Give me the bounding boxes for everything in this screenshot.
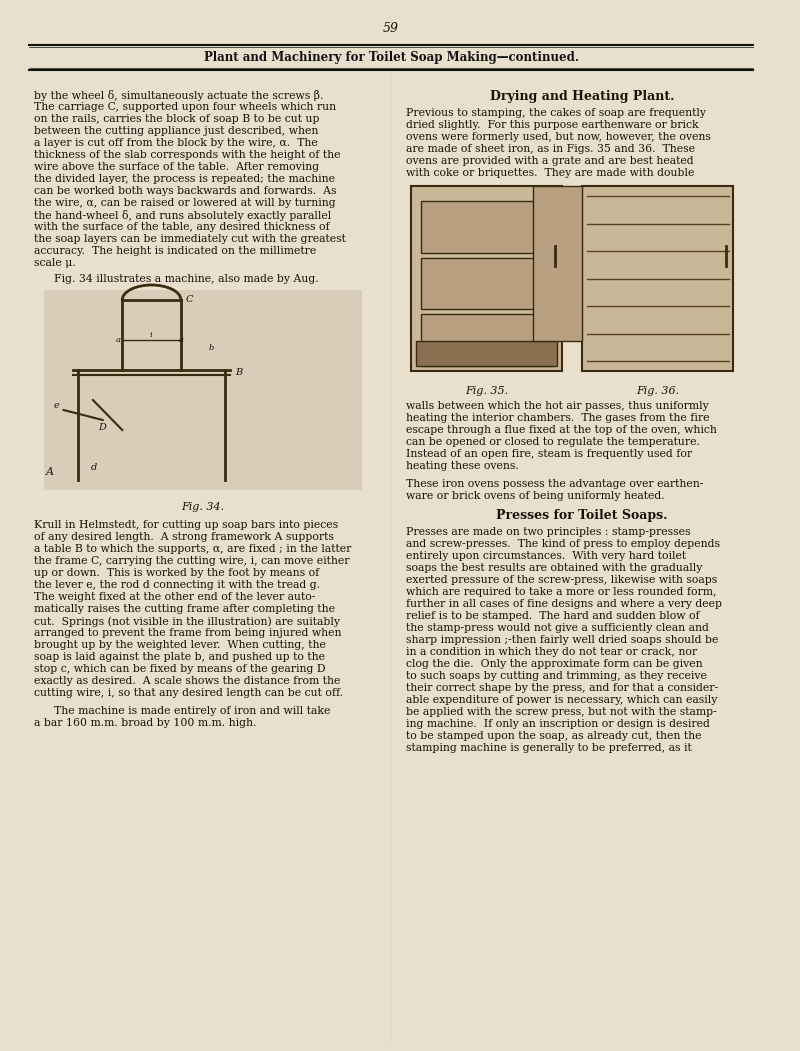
Text: arranged to prevent the frame from being injured when: arranged to prevent the frame from being… — [34, 628, 342, 638]
Text: Previous to stamping, the cakes of soap are frequently: Previous to stamping, the cakes of soap … — [406, 108, 706, 118]
Text: in a condition in which they do not tear or crack, nor: in a condition in which they do not tear… — [406, 647, 697, 657]
Text: relief is to be stamped.  The hard and sudden blow of: relief is to be stamped. The hard and su… — [406, 611, 699, 621]
Text: to be stamped upon the soap, as already cut, then the: to be stamped upon the soap, as already … — [406, 731, 702, 741]
Text: Krull in Helmstedt, for cutting up soap bars into pieces: Krull in Helmstedt, for cutting up soap … — [34, 520, 338, 530]
Text: escape through a flue fixed at the top of the oven, which: escape through a flue fixed at the top o… — [406, 425, 717, 435]
Text: exerted pressure of the screw-press, likewise with soaps: exerted pressure of the screw-press, lik… — [406, 575, 717, 585]
Text: Drying and Heating Plant.: Drying and Heating Plant. — [490, 90, 674, 103]
Text: Presses for Toilet Soaps.: Presses for Toilet Soaps. — [496, 509, 668, 522]
Text: A: A — [46, 467, 54, 477]
Text: the soap layers can be immediately cut with the greatest: the soap layers can be immediately cut w… — [34, 234, 346, 244]
Text: the frame C, carrying the cutting wire, i, can move either: the frame C, carrying the cutting wire, … — [34, 556, 350, 566]
Text: heating the interior chambers.  The gases from the fire: heating the interior chambers. The gases… — [406, 413, 710, 423]
Text: The weight fixed at the other end of the lever auto-: The weight fixed at the other end of the… — [34, 592, 316, 602]
Text: a: a — [115, 336, 121, 344]
Text: e: e — [54, 401, 59, 410]
Bar — [44, 290, 362, 490]
Bar — [416, 341, 558, 366]
Text: ovens are provided with a grate and are best heated: ovens are provided with a grate and are … — [406, 156, 694, 166]
Text: are made of sheet iron, as in Figs. 35 and 36.  These: are made of sheet iron, as in Figs. 35 a… — [406, 144, 695, 154]
Text: the divided layer, the process is repeated; the machine: the divided layer, the process is repeat… — [34, 174, 335, 184]
Text: 59: 59 — [383, 21, 399, 35]
Text: B: B — [234, 368, 242, 377]
Text: i: i — [150, 331, 152, 339]
Text: the wire, α, can be raised or lowered at will by turning: the wire, α, can be raised or lowered at… — [34, 198, 336, 208]
Text: ovens were formerly used, but now, however, the ovens: ovens were formerly used, but now, howev… — [406, 132, 710, 142]
Text: Fig. 34 illustrates a machine, also made by Aug.: Fig. 34 illustrates a machine, also made… — [54, 274, 318, 284]
Text: up or down.  This is worked by the foot by means of: up or down. This is worked by the foot b… — [34, 568, 319, 578]
Text: a table B to which the supports, α, are fixed ; in the latter: a table B to which the supports, α, are … — [34, 544, 352, 554]
Text: wire above the surface of the table.  After removing: wire above the surface of the table. Aft… — [34, 162, 319, 172]
Text: Fig. 36.: Fig. 36. — [636, 386, 679, 396]
Text: their correct shape by the press, and for that a consider-: their correct shape by the press, and fo… — [406, 683, 718, 693]
Text: the lever e, the rod d connecting it with the tread g.: the lever e, the rod d connecting it wit… — [34, 580, 320, 590]
Text: accuracy.  The height is indicated on the millimetre: accuracy. The height is indicated on the… — [34, 246, 317, 256]
Bar — [410, 186, 562, 371]
Text: soaps the best results are obtained with the gradually: soaps the best results are obtained with… — [406, 563, 702, 573]
Text: These iron ovens possess the advantage over earthen-: These iron ovens possess the advantage o… — [406, 479, 703, 489]
Text: ware or brick ovens of being uniformly heated.: ware or brick ovens of being uniformly h… — [406, 491, 665, 501]
Text: further in all cases of fine designs and where a very deep: further in all cases of fine designs and… — [406, 599, 722, 609]
Bar — [421, 257, 553, 309]
Text: and screw-presses.  The kind of press to employ depends: and screw-presses. The kind of press to … — [406, 539, 720, 549]
Text: the stamp-press would not give a sufficiently clean and: the stamp-press would not give a suffici… — [406, 623, 709, 633]
Text: The machine is made entirely of iron and will take: The machine is made entirely of iron and… — [54, 706, 330, 716]
Text: of any desired length.  A strong framework A supports: of any desired length. A strong framewor… — [34, 532, 334, 542]
Text: with coke or briquettes.  They are made with double: with coke or briquettes. They are made w… — [406, 168, 694, 178]
Text: ing machine.  If only an inscription or design is desired: ing machine. If only an inscription or d… — [406, 719, 710, 729]
Text: dried slightly.  For this purpose earthenware or brick: dried slightly. For this purpose earthen… — [406, 120, 698, 130]
Text: b: b — [208, 344, 214, 352]
Text: between the cutting appliance just described, when: between the cutting appliance just descr… — [34, 126, 318, 136]
Text: stop c, which can be fixed by means of the gearing D: stop c, which can be fixed by means of t… — [34, 664, 326, 674]
Text: which are required to take a more or less rounded form,: which are required to take a more or les… — [406, 588, 716, 597]
Text: scale μ.: scale μ. — [34, 257, 76, 268]
Text: a: a — [179, 336, 184, 344]
Text: by the wheel δ, simultaneously actuate the screws β.: by the wheel δ, simultaneously actuate t… — [34, 90, 324, 101]
Text: The carriage C, supported upon four wheels which run: The carriage C, supported upon four whee… — [34, 102, 336, 112]
Text: Plant and Machinery for Toilet Soap Making—continued.: Plant and Machinery for Toilet Soap Maki… — [204, 51, 578, 64]
Bar — [582, 186, 734, 371]
Text: heating these ovens.: heating these ovens. — [406, 461, 518, 471]
Text: be applied with the screw press, but not with the stamp-: be applied with the screw press, but not… — [406, 707, 717, 717]
Text: to such soaps by cutting and trimming, as they receive: to such soaps by cutting and trimming, a… — [406, 671, 706, 681]
Text: cut.  Springs (not visible in the illustration) are suitably: cut. Springs (not visible in the illustr… — [34, 616, 340, 626]
Text: can be opened or closed to regulate the temperature.: can be opened or closed to regulate the … — [406, 437, 700, 447]
Text: a bar 160 m.m. broad by 100 m.m. high.: a bar 160 m.m. broad by 100 m.m. high. — [34, 718, 257, 728]
Text: entirely upon circumstances.  With very hard toilet: entirely upon circumstances. With very h… — [406, 551, 686, 561]
Text: on the rails, carries the block of soap B to be cut up: on the rails, carries the block of soap … — [34, 114, 320, 124]
Text: a layer is cut off from the block by the wire, α.  The: a layer is cut off from the block by the… — [34, 138, 318, 148]
Text: the hand-wheel δ, and runs absolutely exactly parallel: the hand-wheel δ, and runs absolutely ex… — [34, 210, 331, 221]
Text: walls between which the hot air passes, thus uniformly: walls between which the hot air passes, … — [406, 401, 709, 411]
Text: Presses are made on two principles : stamp-presses: Presses are made on two principles : sta… — [406, 527, 690, 537]
Text: sharp impression ;-then fairly well dried soaps should be: sharp impression ;-then fairly well drie… — [406, 635, 718, 645]
Text: Fig. 35.: Fig. 35. — [465, 386, 508, 396]
Text: matically raises the cutting frame after completing the: matically raises the cutting frame after… — [34, 604, 335, 614]
Text: d: d — [91, 463, 98, 472]
Text: brought up by the weighted lever.  When cutting, the: brought up by the weighted lever. When c… — [34, 640, 326, 650]
Bar — [533, 186, 582, 341]
Text: with the surface of the table, any desired thickness of: with the surface of the table, any desir… — [34, 222, 330, 232]
Text: able expenditure of power is necessary, which can easily: able expenditure of power is necessary, … — [406, 695, 718, 705]
Text: D: D — [98, 423, 106, 432]
Text: clog the die.  Only the approximate form can be given: clog the die. Only the approximate form … — [406, 659, 702, 669]
Text: cutting wire, i, so that any desired length can be cut off.: cutting wire, i, so that any desired len… — [34, 688, 343, 698]
Text: Instead of an open fire, steam is frequently used for: Instead of an open fire, steam is freque… — [406, 449, 692, 459]
Text: Fig. 34.: Fig. 34. — [182, 502, 225, 512]
Text: can be worked both ways backwards and forwards.  As: can be worked both ways backwards and fo… — [34, 186, 337, 195]
Bar — [421, 314, 553, 366]
Text: C: C — [186, 295, 194, 304]
Text: stamping machine is generally to be preferred, as it: stamping machine is generally to be pref… — [406, 743, 692, 753]
Text: soap is laid against the plate b, and pushed up to the: soap is laid against the plate b, and pu… — [34, 652, 326, 662]
Text: thickness of the slab corresponds with the height of the: thickness of the slab corresponds with t… — [34, 150, 341, 160]
Text: exactly as desired.  A scale shows the distance from the: exactly as desired. A scale shows the di… — [34, 676, 341, 686]
Bar — [421, 201, 553, 252]
